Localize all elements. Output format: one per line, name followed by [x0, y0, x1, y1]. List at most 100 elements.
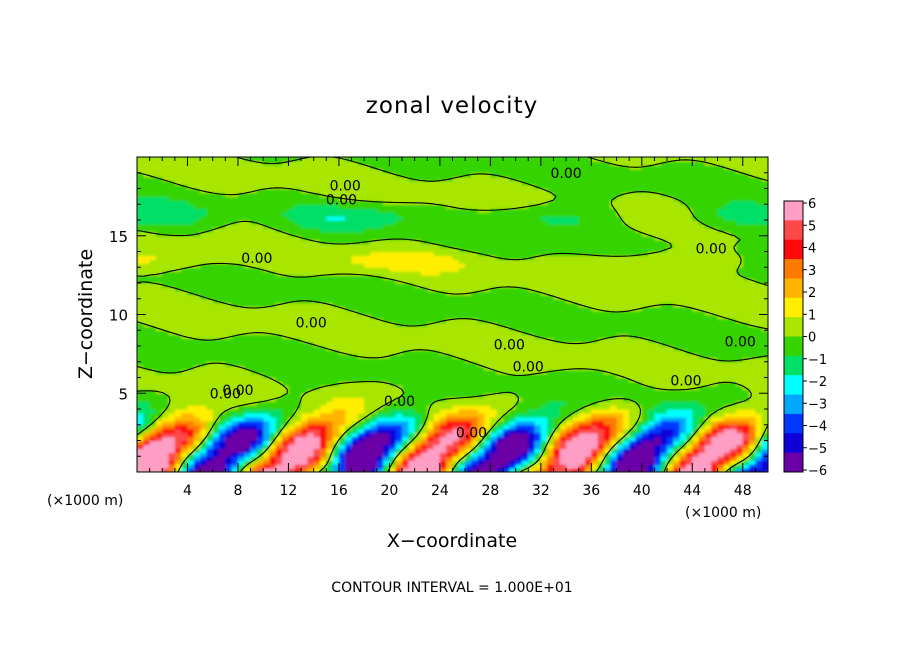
field-cell — [200, 322, 208, 327]
field-cell — [313, 314, 321, 320]
field-cell — [187, 310, 195, 316]
field-cell — [181, 401, 189, 406]
field-cell — [174, 361, 182, 367]
field-cell — [357, 212, 365, 217]
field-cell — [200, 208, 208, 213]
field-cell — [471, 322, 479, 327]
field-cell — [162, 294, 170, 300]
field-cell — [143, 204, 151, 209]
field-cell — [212, 342, 220, 347]
field-cell — [338, 306, 346, 312]
field-cell — [307, 235, 315, 241]
field-cell — [282, 204, 290, 209]
field-cell — [319, 397, 327, 402]
field-cell — [206, 334, 214, 339]
field-cell — [256, 160, 264, 166]
field-cell — [446, 456, 454, 461]
field-cell — [263, 298, 271, 304]
field-cell — [452, 290, 460, 296]
field-cell — [446, 353, 454, 359]
field-cell — [357, 416, 365, 422]
field-cell — [212, 468, 220, 472]
field-cell — [402, 322, 409, 327]
field-cell — [364, 464, 372, 469]
field-cell — [502, 468, 510, 472]
field-cell — [212, 326, 220, 331]
field-cell — [484, 420, 491, 426]
field-cell — [231, 409, 239, 414]
field-cell — [143, 468, 151, 472]
field-cell — [137, 235, 144, 241]
field-cell — [256, 456, 264, 461]
field-cell — [269, 310, 277, 316]
field-cell — [168, 279, 176, 284]
field-cell — [427, 456, 435, 461]
field-cell — [484, 349, 491, 355]
field-cell — [414, 464, 422, 469]
field-cell — [155, 349, 163, 355]
field-cell — [143, 460, 151, 465]
field-cell — [389, 212, 397, 217]
field-cell — [200, 314, 208, 320]
field-cell — [174, 373, 182, 379]
field-cell — [496, 298, 504, 304]
field-cell — [383, 223, 390, 229]
field-cell — [168, 444, 176, 449]
field-cell — [364, 279, 372, 284]
field-cell — [452, 326, 460, 331]
field-cell — [155, 409, 163, 414]
field-cell — [307, 286, 315, 292]
field-cell — [162, 168, 170, 174]
field-cell — [338, 346, 346, 351]
field-cell — [370, 314, 378, 320]
field-cell — [420, 180, 428, 186]
field-cell — [383, 267, 390, 272]
field-cell — [326, 172, 334, 178]
field-cell — [162, 338, 170, 343]
field-cell — [263, 353, 271, 359]
field-cell — [168, 208, 176, 213]
field-cell — [496, 168, 504, 174]
field-cell — [149, 279, 157, 284]
field-cell — [509, 283, 517, 288]
field-cell — [225, 298, 233, 304]
field-cell — [149, 416, 157, 422]
field-cell — [206, 180, 214, 186]
field-cell — [490, 389, 498, 394]
field-cell — [345, 385, 353, 390]
field-cell — [477, 448, 485, 453]
field-cell — [509, 381, 517, 386]
field-cell — [484, 216, 491, 221]
field-cell — [515, 220, 523, 225]
field-cell — [515, 188, 523, 194]
field-cell — [225, 208, 233, 213]
field-cell — [408, 377, 416, 383]
field-cell — [420, 432, 428, 438]
field-cell — [256, 338, 264, 343]
field-cell — [471, 247, 479, 253]
field-cell — [427, 428, 435, 434]
field-cell — [193, 235, 201, 241]
field-cell — [219, 424, 226, 430]
field-cell — [351, 176, 359, 182]
field-cell — [200, 318, 208, 323]
field-cell — [168, 373, 176, 379]
field-cell — [250, 405, 258, 410]
field-cell — [364, 168, 372, 174]
field-cell — [288, 168, 296, 174]
field-cell — [212, 448, 220, 453]
field-cell — [383, 420, 390, 426]
field-cell — [200, 361, 208, 367]
field-cell — [269, 247, 277, 253]
field-cell — [477, 267, 485, 272]
field-cell — [256, 231, 264, 237]
field-cell — [269, 385, 277, 390]
field-cell — [143, 271, 151, 276]
field-cell — [351, 168, 359, 174]
field-cell — [225, 456, 233, 461]
field-cell — [143, 255, 151, 260]
field-cell — [420, 349, 428, 355]
field-cell — [155, 365, 163, 371]
field-cell — [212, 279, 220, 284]
field-cell — [137, 251, 144, 257]
